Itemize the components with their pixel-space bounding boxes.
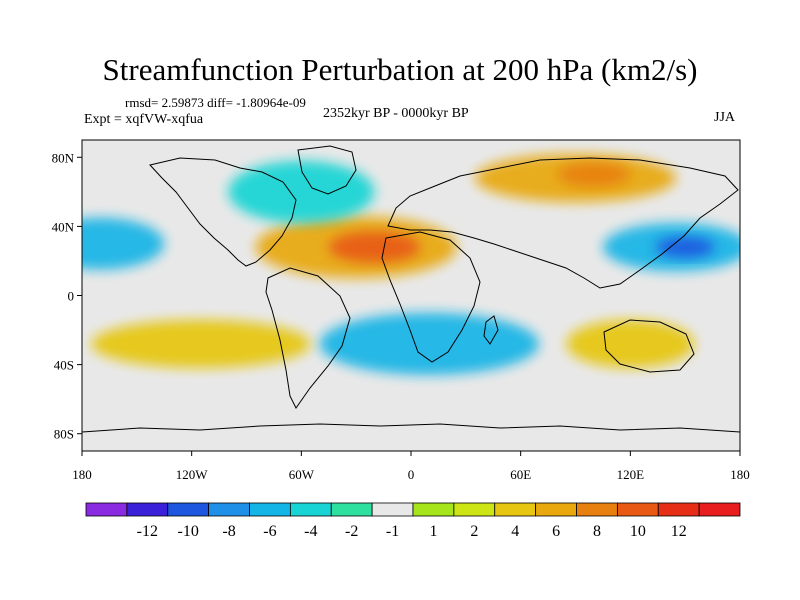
y-tick-label-4: 80S (54, 427, 74, 442)
anomaly-8 (228, 160, 375, 223)
colorbar-label-12: 10 (630, 523, 646, 540)
anomaly-3 (557, 162, 631, 187)
season-label: JJA (714, 110, 736, 125)
colorbar-swatch-2 (167, 502, 210, 517)
colorbar-swatch-7 (371, 502, 414, 517)
colorbar (85, 502, 741, 517)
colorbar-label-3: -6 (263, 523, 276, 540)
colorbar-swatch-9 (453, 502, 496, 517)
period-label: 2352kyr BP - 0000kyr BP (323, 106, 469, 121)
colorbar-swatch-1 (126, 502, 169, 517)
y-tick-label-1: 40N (52, 219, 75, 234)
chart-title: Streamfunction Perturbation at 200 hPa (… (102, 52, 698, 87)
colorbar-swatch-14 (657, 502, 700, 517)
colorbar-label-2: -8 (222, 523, 235, 540)
colorbar-swatch-4 (249, 502, 291, 517)
anomaly-5 (655, 236, 715, 258)
streamfunction-field (82, 153, 740, 375)
colorbar-label-1: -10 (178, 523, 199, 540)
colorbar-labels: -12 -10 -8 -6 -4 -2 -1 1 2 4 6 8 10 12 (137, 523, 687, 540)
x-tick-label-1: 120W (176, 467, 209, 482)
colorbar-label-4: -4 (304, 523, 317, 540)
x-tick-label-6: 180 (730, 467, 750, 482)
colorbar-label-6: -1 (386, 523, 399, 540)
x-tick-label-3: 0 (408, 467, 415, 482)
colorbar-swatch-3 (208, 502, 250, 517)
colorbar-swatch-5 (289, 502, 332, 517)
coastlines (82, 145, 740, 433)
colorbar-label-10: 6 (552, 523, 560, 540)
colorbar-swatch-11 (535, 502, 577, 517)
anomaly-7 (319, 312, 539, 375)
anomaly-1 (328, 231, 421, 263)
y-tick-label-2: 0 (68, 289, 75, 304)
colorbar-swatch-0 (85, 502, 128, 517)
experiment-label: Expt = xqfVW-xqfua (84, 112, 204, 127)
colorbar-swatch-10 (494, 502, 537, 517)
colorbar-label-7: 1 (429, 523, 437, 540)
colorbar-label-0: -12 (137, 523, 158, 540)
colorbar-label-9: 4 (511, 523, 519, 540)
anomaly-9 (91, 319, 311, 369)
colorbar-swatch-12 (576, 502, 618, 517)
x-tick-label-5: 120E (617, 467, 645, 482)
stats-line: rmsd= 2.59873 diff= -1.80964e-09 (125, 95, 306, 110)
colorbar-swatch-15 (698, 502, 741, 517)
colorbar-label-13: 12 (671, 523, 687, 540)
colorbar-label-11: 8 (593, 523, 601, 540)
colorbar-swatch-6 (330, 502, 373, 517)
y-axis-ticks: 80N 40N 0 40S 80S (52, 150, 82, 442)
x-tick-label-0: 180 (72, 467, 92, 482)
x-axis-ticks: 180 120W 60W 0 60E 120E 180 (72, 451, 750, 482)
anomaly-10 (566, 319, 695, 369)
y-tick-label-0: 80N (52, 150, 75, 165)
y-tick-label-3: 40S (54, 358, 74, 373)
colorbar-swatch-8 (412, 502, 455, 517)
colorbar-swatch-13 (616, 502, 659, 517)
colorbar-label-5: -2 (345, 523, 358, 540)
colorbar-label-8: 2 (470, 523, 478, 540)
x-tick-label-4: 60E (510, 467, 531, 482)
x-tick-label-2: 60W (289, 467, 315, 482)
anomaly-6 (82, 217, 165, 270)
